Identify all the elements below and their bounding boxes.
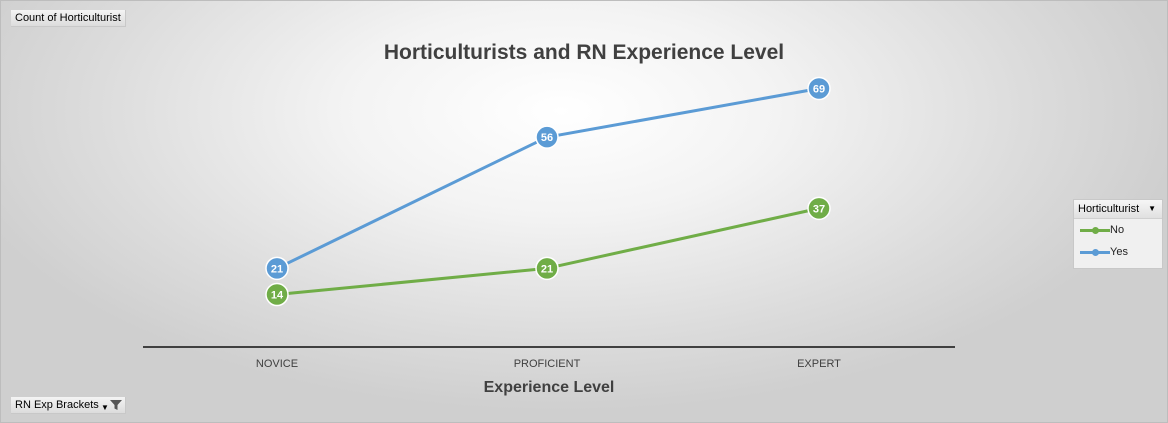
legend-line-icon-no — [1080, 227, 1110, 234]
data-point-yes[interactable] — [807, 76, 831, 101]
legend-item-no: No — [1074, 219, 1162, 241]
data-label-yes: 21 — [271, 263, 283, 275]
legend: Horticulturist ▼ No Yes — [1073, 199, 1163, 269]
chart-title: Horticulturists and RN Experience Level — [383, 41, 785, 64]
data-label-yes: 56 — [541, 132, 553, 144]
legend-item-yes: Yes — [1074, 241, 1162, 263]
x-axis-title: Experience Level — [484, 379, 615, 396]
legend-label-yes: Yes — [1110, 246, 1128, 258]
x-tick-label: EXPERT — [797, 358, 841, 370]
filter-icon[interactable]: ▼ — [101, 399, 123, 412]
value-field-button[interactable]: Count of Horticulturist — [11, 10, 126, 27]
legend-filter-button[interactable]: Horticulturist ▼ — [1074, 200, 1162, 219]
dropdown-arrow-icon: ▼ — [1148, 204, 1156, 213]
value-field-label: Count of Horticulturist — [15, 12, 121, 24]
data-point-yes[interactable] — [535, 125, 559, 149]
series-line-yes — [276, 87, 820, 270]
data-point-no[interactable] — [265, 282, 289, 307]
data-label-yes: 69 — [813, 83, 825, 95]
series-line-no — [276, 206, 820, 297]
data-label-no: 37 — [813, 203, 825, 215]
axis-field-label: RN Exp Brackets — [15, 399, 99, 411]
legend-label-no: No — [1110, 224, 1125, 236]
data-label-no: 21 — [541, 263, 553, 275]
dropdown-arrow-icon: ▼ — [101, 403, 109, 412]
axis-field-button[interactable]: RN Exp Brackets ▼ — [11, 397, 126, 414]
data-label-no: 14 — [271, 290, 284, 302]
data-point-yes[interactable] — [265, 256, 289, 281]
data-point-no[interactable] — [807, 196, 831, 221]
x-tick-label: NOVICE — [256, 358, 298, 370]
legend-line-icon-yes — [1080, 249, 1110, 256]
x-tick-label: PROFICIENT — [514, 358, 581, 370]
legend-title: Horticulturist — [1078, 203, 1140, 215]
data-point-no[interactable] — [535, 256, 559, 281]
